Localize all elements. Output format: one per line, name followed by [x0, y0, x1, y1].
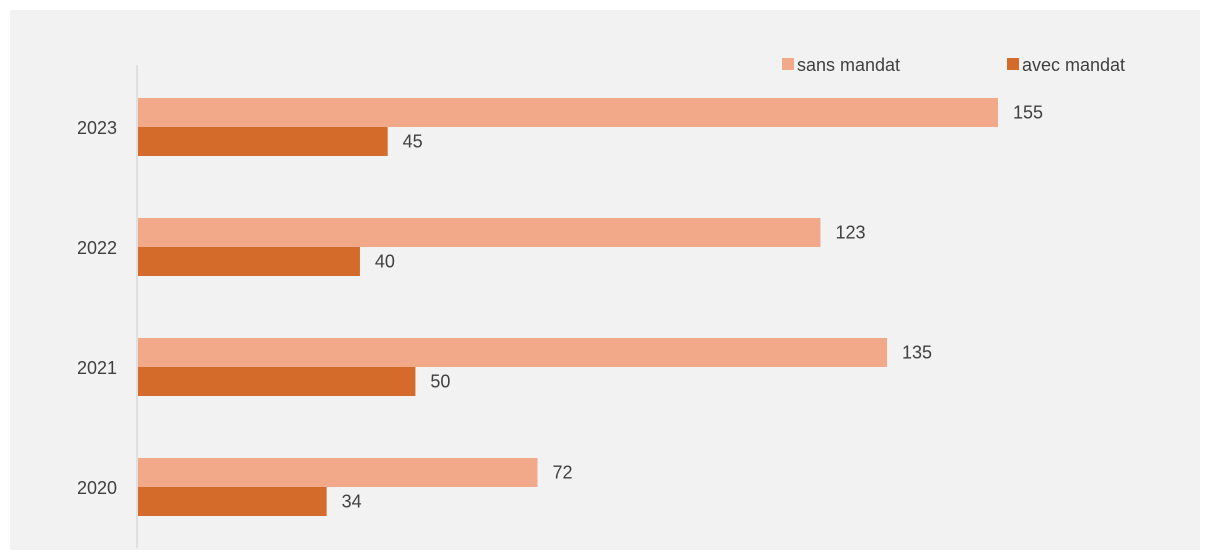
- bar-avec-mandat: [138, 487, 327, 516]
- data-label: 34: [342, 492, 362, 512]
- y-tick-label: 2023: [77, 118, 117, 138]
- bar-avec-mandat: [138, 127, 388, 156]
- legend-swatch: [782, 58, 794, 70]
- bar-sans-mandat: [138, 98, 998, 127]
- y-tick-label: 2020: [77, 478, 117, 498]
- legend-label: sans mandat: [797, 55, 900, 75]
- y-tick-label: 2021: [77, 358, 117, 378]
- bar-sans-mandat: [138, 218, 821, 247]
- data-label: 72: [552, 463, 572, 483]
- y-tick-label: 2022: [77, 238, 117, 258]
- bar-sans-mandat: [138, 338, 888, 367]
- legend: sans mandat avec mandat: [782, 55, 1125, 75]
- data-label: 123: [835, 223, 865, 243]
- legend-swatch: [1007, 58, 1019, 70]
- data-label: 50: [430, 372, 450, 392]
- bar-sans-mandat: [138, 458, 538, 487]
- data-label: 45: [403, 132, 423, 152]
- data-label: 135: [902, 343, 932, 363]
- bar-avec-mandat: [138, 367, 416, 396]
- legend-label: avec mandat: [1022, 55, 1125, 75]
- data-label: 40: [375, 252, 395, 272]
- data-label: 155: [1013, 103, 1043, 123]
- bar-avec-mandat: [138, 247, 360, 276]
